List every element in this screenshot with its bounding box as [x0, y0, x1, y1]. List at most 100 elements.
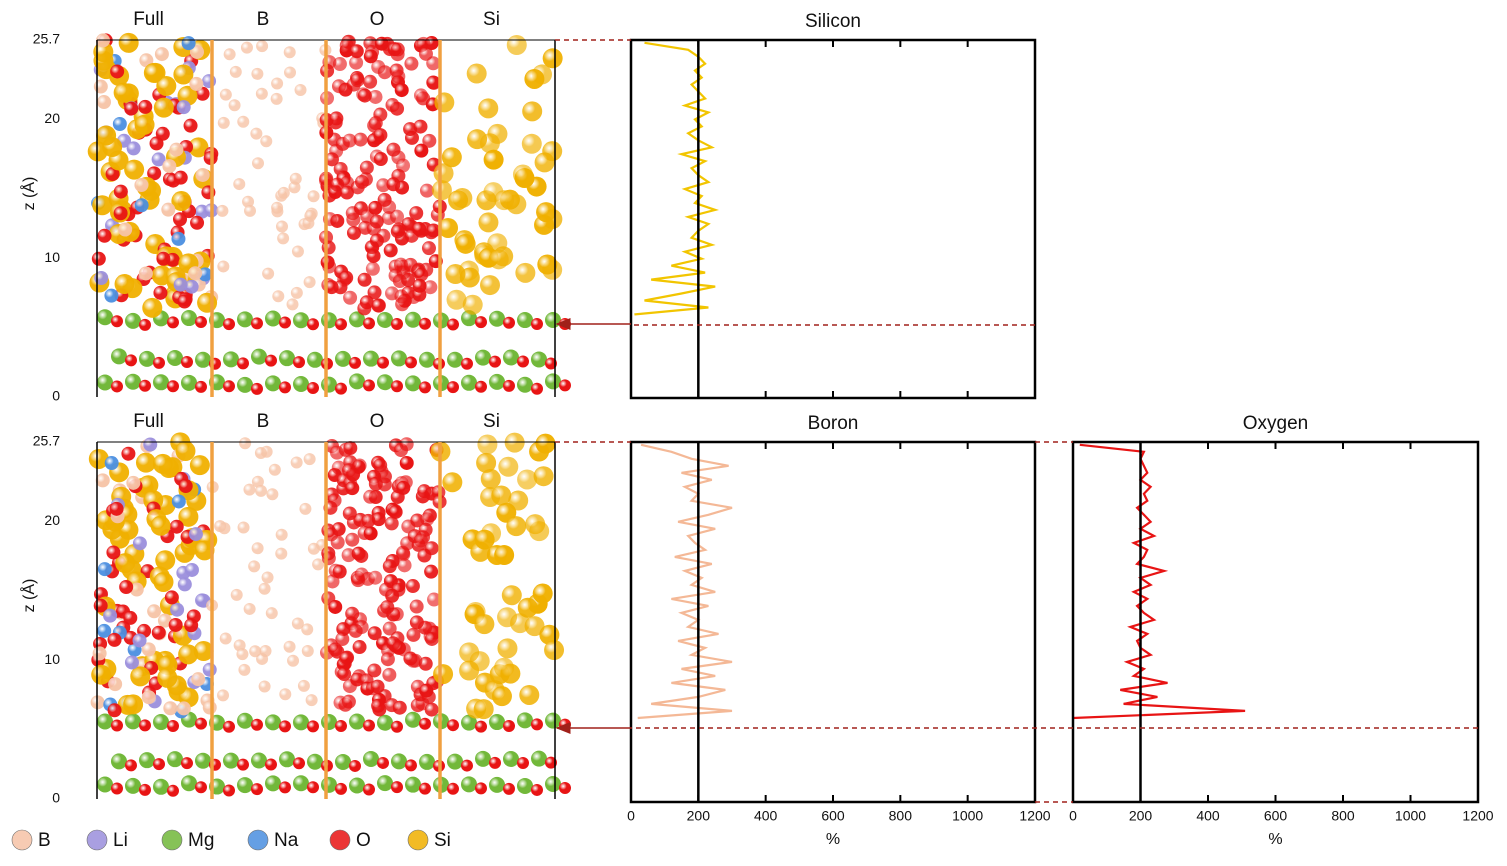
atom [396, 480, 411, 495]
chart-title: Silicon [805, 11, 861, 32]
atom [132, 536, 147, 551]
atom [332, 564, 347, 579]
atom [167, 316, 179, 329]
atom [189, 455, 210, 476]
atom [419, 683, 434, 698]
atom [349, 311, 365, 328]
atom [474, 614, 495, 635]
atom [104, 456, 119, 471]
atom [161, 202, 176, 217]
atom [111, 348, 127, 365]
column-header: Si [483, 9, 500, 30]
atom [256, 40, 269, 53]
atom [189, 44, 204, 59]
atom [283, 46, 296, 59]
atom [431, 180, 452, 201]
atom [95, 473, 110, 488]
atom [397, 558, 412, 573]
atom [367, 285, 382, 300]
x-tick-label: 1000 [952, 808, 983, 824]
atom [173, 170, 188, 185]
atom [124, 159, 145, 180]
atom [217, 116, 230, 129]
atom [251, 752, 267, 769]
atom [342, 133, 357, 148]
atom [303, 453, 316, 466]
atom [517, 355, 529, 368]
atom [419, 183, 434, 198]
atom [373, 128, 388, 143]
atom [277, 232, 290, 245]
atom [142, 297, 163, 318]
atom [383, 243, 398, 258]
atom [405, 711, 421, 728]
atom [343, 441, 358, 456]
atom [405, 375, 421, 392]
atom [111, 315, 123, 328]
atom [197, 292, 218, 313]
atom [357, 272, 372, 287]
atom [424, 702, 439, 717]
atom [184, 279, 199, 294]
atom [476, 452, 497, 473]
atom [426, 56, 441, 71]
atom [109, 501, 124, 516]
column-header: B [257, 411, 270, 432]
atom [305, 694, 318, 707]
atom [331, 79, 346, 94]
atom [363, 74, 378, 89]
atom [265, 310, 281, 327]
atom [377, 356, 389, 369]
atom [371, 59, 386, 74]
atom [125, 713, 141, 730]
atom [251, 783, 263, 796]
atom [293, 356, 305, 369]
atom [143, 437, 158, 452]
atom [171, 191, 192, 212]
atom [167, 751, 183, 768]
atom [307, 720, 319, 733]
atom [536, 202, 557, 223]
atom [132, 633, 147, 648]
atom [373, 458, 388, 473]
atom [388, 504, 403, 519]
atom [537, 254, 558, 275]
x-tick-label: 0 [627, 808, 635, 824]
atom [293, 757, 305, 770]
atom [291, 617, 304, 630]
atom [335, 382, 347, 395]
atom [181, 36, 196, 51]
atom [177, 294, 192, 309]
atom [377, 192, 392, 207]
atom [251, 718, 263, 731]
atom [270, 92, 283, 105]
atom [419, 351, 435, 368]
atom [107, 632, 122, 647]
atom [265, 758, 277, 771]
atom [459, 642, 480, 663]
atom [181, 310, 197, 327]
atom [346, 225, 361, 240]
atom [403, 257, 418, 272]
atom [341, 694, 356, 709]
atom [167, 380, 179, 393]
atom [178, 479, 193, 494]
atom [229, 65, 242, 78]
atom [341, 548, 356, 563]
atom [503, 750, 519, 767]
atom [195, 717, 207, 730]
atom [531, 382, 543, 395]
atom [290, 456, 303, 469]
atom [349, 373, 365, 390]
atom [115, 553, 136, 574]
atom [265, 607, 278, 620]
atom [138, 99, 153, 114]
atom [157, 667, 178, 688]
atom [417, 484, 432, 499]
atom [506, 516, 527, 537]
atom [370, 679, 385, 694]
atom [279, 781, 291, 794]
atom [522, 101, 543, 122]
atom [293, 376, 309, 393]
atom [139, 350, 155, 367]
